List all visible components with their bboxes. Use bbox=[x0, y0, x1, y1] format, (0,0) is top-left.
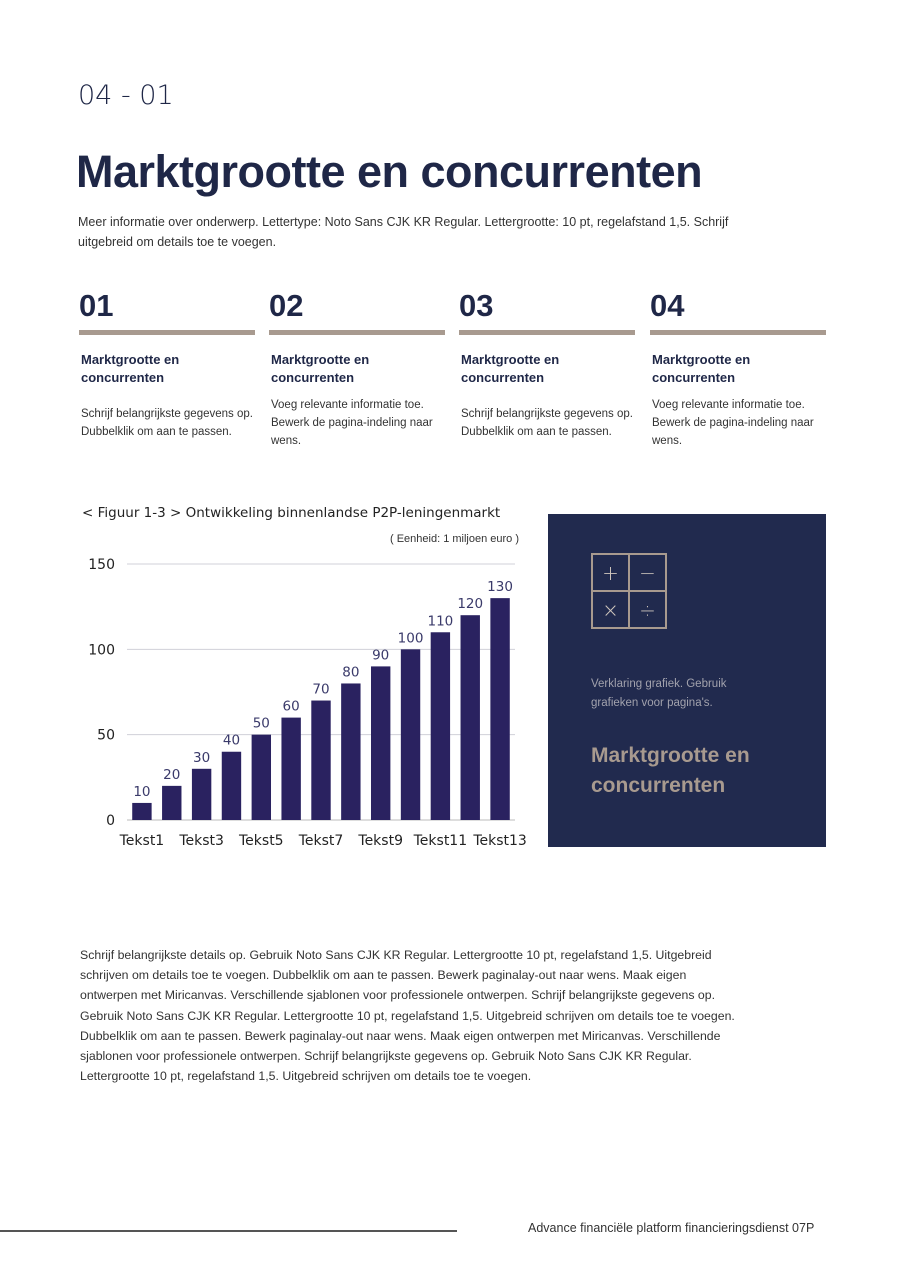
column-heading: Marktgrootte en concurrenten bbox=[652, 352, 751, 385]
x-tick-label: Tekst13 bbox=[472, 833, 526, 849]
column-divider bbox=[459, 330, 635, 335]
divide-icon: ÷ bbox=[629, 591, 666, 628]
bar bbox=[162, 785, 182, 820]
intro-text: Meer informatie over onderwerp. Letterty… bbox=[78, 215, 729, 249]
column-02: 02 Marktgrootte en concurrenten Voeg rel… bbox=[269, 288, 445, 451]
body-text: Schrijf belangrijkste details op. Gebrui… bbox=[80, 948, 735, 1084]
data-label: 40 bbox=[223, 733, 240, 749]
column-divider bbox=[650, 330, 826, 335]
data-label: 90 bbox=[372, 647, 389, 663]
bar bbox=[341, 683, 361, 820]
data-label: 50 bbox=[253, 716, 270, 732]
bar bbox=[400, 649, 421, 820]
panel-description: Verklaring grafiek. Gebruik grafieken vo… bbox=[591, 678, 727, 709]
page-number: 04 - 01 bbox=[78, 80, 174, 111]
multiply-icon: × bbox=[592, 591, 629, 628]
x-tick-label: Tekst1 bbox=[119, 833, 165, 849]
x-tick-label: Tekst9 bbox=[357, 833, 403, 849]
column-text: Voeg relevante informatie toe. Bewerk de… bbox=[271, 399, 433, 447]
data-label: 10 bbox=[133, 784, 150, 800]
y-tick-label: 100 bbox=[88, 642, 115, 658]
bar bbox=[490, 598, 510, 820]
x-tick-label: Tekst11 bbox=[413, 833, 468, 849]
data-label: 80 bbox=[342, 664, 359, 680]
footer-rule bbox=[0, 1230, 457, 1232]
minus-icon: − bbox=[629, 554, 666, 591]
column-number: 04 bbox=[650, 288, 685, 323]
y-tick-label: 150 bbox=[88, 557, 115, 573]
column-01: 01 Marktgrootte en concurrenten Schrijf … bbox=[79, 288, 255, 451]
column-divider bbox=[269, 330, 445, 335]
data-label: 130 bbox=[487, 579, 513, 595]
x-tick-label: Tekst3 bbox=[178, 833, 224, 849]
data-label: 110 bbox=[427, 613, 453, 629]
page-title: Marktgrootte en concurrenten bbox=[76, 146, 703, 197]
column-number: 03 bbox=[459, 288, 494, 323]
data-label: 70 bbox=[312, 682, 329, 698]
bar bbox=[460, 615, 480, 820]
chart-explanation-panel: + − × ÷ Verklaring grafiek. Gebruik graf… bbox=[548, 514, 826, 847]
bar bbox=[370, 666, 391, 820]
bar-chart: 0 50 100 150 10 Tekst1 20 30 Tekst3 40 50 Tekst5 60 7… bbox=[88, 557, 527, 849]
column-divider bbox=[79, 330, 255, 335]
bar bbox=[311, 700, 331, 820]
column-04: 04 Marktgrootte en concurrenten Voeg rel… bbox=[650, 288, 826, 451]
column-text: Voeg relevante informatie toe. Bewerk de… bbox=[652, 399, 814, 447]
figure-unit: ( Eenheid: 1 miljoen euro ) bbox=[390, 533, 520, 545]
data-label: 120 bbox=[457, 596, 483, 612]
column-heading: Marktgrootte en concurrenten bbox=[81, 352, 180, 385]
footer-text: Advance financiële platform financiering… bbox=[528, 1221, 815, 1235]
figure-title: < Figuur 1-3 > Ontwikkeling binnenlandse… bbox=[82, 505, 501, 521]
data-label: 30 bbox=[193, 750, 210, 766]
y-tick-label: 0 bbox=[106, 813, 115, 829]
bar bbox=[251, 734, 272, 820]
data-label: 60 bbox=[283, 699, 300, 715]
plus-icon: + bbox=[592, 554, 629, 591]
column-text: Schrijf belangrijkste gegevens op. Dubbe… bbox=[461, 408, 633, 438]
column-text: Schrijf belangrijkste gegevens op. Dubbe… bbox=[81, 408, 253, 438]
bar bbox=[191, 768, 212, 820]
data-label: 20 bbox=[163, 767, 180, 783]
column-heading: Marktgrootte en concurrenten bbox=[271, 352, 370, 385]
x-tick-label: Tekst5 bbox=[238, 833, 284, 849]
column-number: 02 bbox=[269, 288, 304, 323]
column-03: 03 Marktgrootte en concurrenten Schrijf … bbox=[459, 288, 635, 451]
bar bbox=[430, 632, 451, 820]
column-number: 01 bbox=[79, 288, 114, 323]
bar bbox=[221, 751, 242, 820]
bar bbox=[132, 802, 152, 820]
bar bbox=[281, 717, 301, 820]
column-heading: Marktgrootte en concurrenten bbox=[461, 352, 560, 385]
y-tick-label: 50 bbox=[97, 728, 115, 744]
data-label: 100 bbox=[398, 630, 424, 646]
calculator-icon: + − × ÷ bbox=[591, 553, 667, 629]
panel-title: Marktgrootte en concurrenten bbox=[591, 744, 750, 797]
x-tick-label: Tekst7 bbox=[298, 833, 344, 849]
